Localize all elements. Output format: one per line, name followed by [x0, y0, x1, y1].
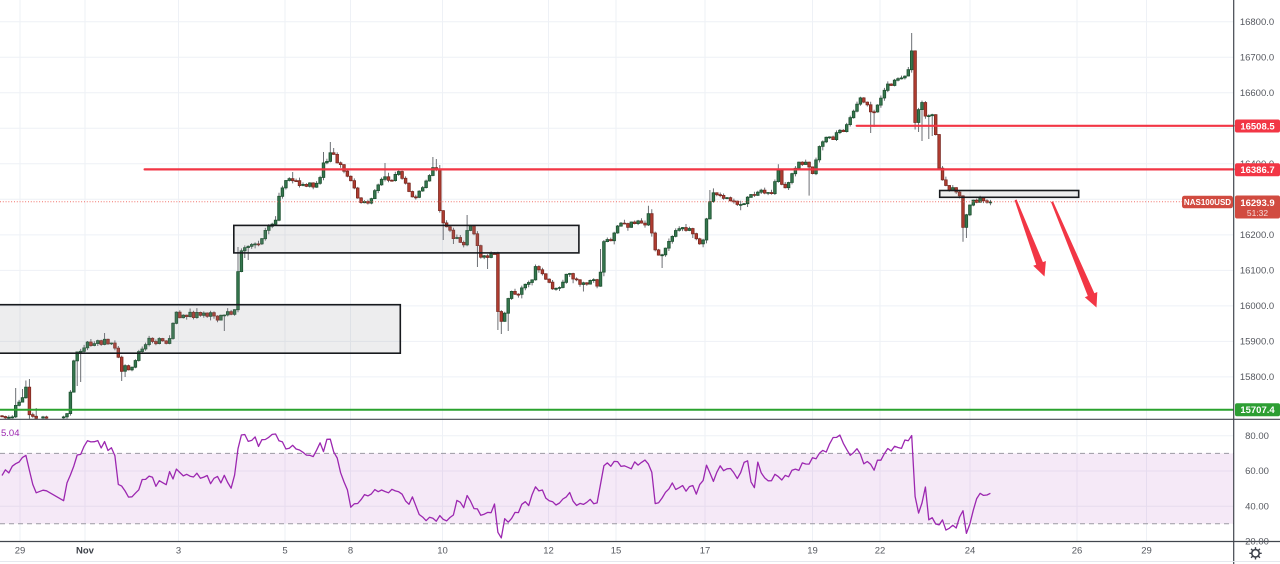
- svg-text:16293.9: 16293.9: [1240, 198, 1274, 209]
- svg-text:3: 3: [176, 546, 181, 557]
- svg-text:15800.0: 15800.0: [1240, 372, 1274, 383]
- svg-text:24: 24: [965, 546, 976, 557]
- svg-text:60.00: 60.00: [1245, 466, 1269, 477]
- svg-text:16100.0: 16100.0: [1240, 266, 1274, 277]
- svg-text:16200.0: 16200.0: [1240, 230, 1274, 241]
- svg-text:40.00: 40.00: [1245, 501, 1269, 512]
- svg-text:26: 26: [1072, 546, 1083, 557]
- svg-text:16000.0: 16000.0: [1240, 301, 1274, 312]
- svg-text:80.00: 80.00: [1245, 431, 1269, 442]
- svg-text:12: 12: [543, 546, 554, 557]
- svg-text:16386.7: 16386.7: [1240, 165, 1274, 176]
- svg-text:5.04: 5.04: [1, 428, 20, 439]
- svg-text:NAS100USD: NAS100USD: [1184, 198, 1231, 207]
- svg-text:Nov: Nov: [76, 546, 95, 557]
- svg-text:10: 10: [437, 546, 448, 557]
- svg-text:51:32: 51:32: [1247, 208, 1269, 218]
- svg-text:29: 29: [1141, 546, 1152, 557]
- svg-text:16600.0: 16600.0: [1240, 88, 1274, 99]
- svg-text:16800.0: 16800.0: [1240, 17, 1274, 28]
- svg-text:17: 17: [700, 546, 711, 557]
- svg-text:15900.0: 15900.0: [1240, 337, 1274, 348]
- svg-text:15707.4: 15707.4: [1240, 405, 1275, 416]
- svg-text:16700.0: 16700.0: [1240, 53, 1274, 64]
- svg-text:16508.5: 16508.5: [1240, 121, 1275, 132]
- svg-text:5: 5: [282, 546, 287, 557]
- svg-text:22: 22: [875, 546, 886, 557]
- svg-text:20.00: 20.00: [1245, 537, 1269, 548]
- svg-text:29: 29: [15, 546, 26, 557]
- svg-text:15: 15: [611, 546, 622, 557]
- svg-text:19: 19: [807, 546, 818, 557]
- svg-text:8: 8: [348, 546, 353, 557]
